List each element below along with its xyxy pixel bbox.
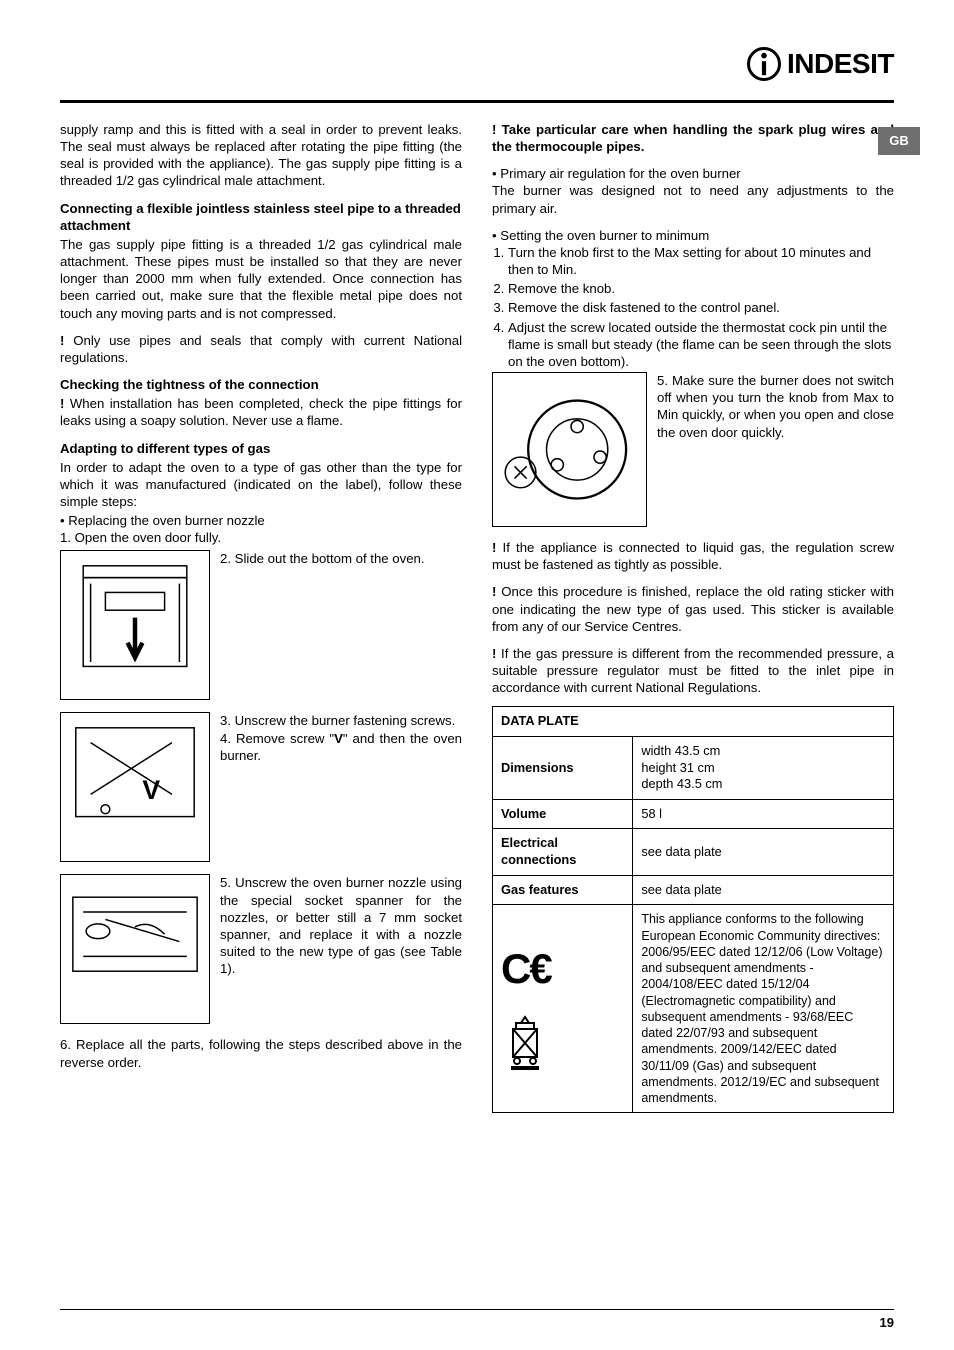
header-rule xyxy=(60,100,894,103)
illustration-block: 5. Make sure the burner does not switch … xyxy=(492,372,894,527)
warning-paragraph: ! If the appliance is connected to liqui… xyxy=(492,539,894,573)
illustration-block: 5. Unscrew the oven burner nozzle using … xyxy=(60,874,462,1024)
warning-heading: ! Take particular care when handling the… xyxy=(492,121,894,155)
table-row-label: Gas features xyxy=(493,875,633,905)
paragraph: In order to adapt the oven to a type of … xyxy=(60,459,462,510)
paragraph: The gas supply pipe fitting is a threade… xyxy=(60,236,462,322)
page-number: 19 xyxy=(880,1315,894,1332)
brand-name: INDESIT xyxy=(787,46,894,82)
compliance-text: This appliance conforms to the following… xyxy=(633,905,894,1113)
language-tab: GB xyxy=(878,127,920,155)
bullet-list: Primary air regulation for the oven burn… xyxy=(492,165,894,182)
oven-door-illustration xyxy=(60,550,210,700)
left-column: supply ramp and this is fitted with a se… xyxy=(60,121,462,1113)
data-plate-table: DATA PLATE Dimensions width 43.5 cm heig… xyxy=(492,706,894,1113)
paragraph: The burner was designed not to need any … xyxy=(492,182,894,216)
list-item: Adjust the screw located outside the the… xyxy=(508,319,894,370)
bullet-list: Replacing the oven burner nozzle xyxy=(60,512,462,529)
burner-screws-illustration: V xyxy=(60,712,210,862)
brand-logo: INDESIT xyxy=(747,46,894,82)
warning-paragraph: ! If the gas pressure is different from … xyxy=(492,645,894,696)
illustration-block: 2. Slide out the bottom of the oven. xyxy=(60,550,462,700)
illustration-block: V 3. Unscrew the burner fastening screws… xyxy=(60,712,462,862)
step-text: 1. Open the oven door fully. xyxy=(60,529,462,546)
warning-paragraph: ! Only use pipes and seals that comply w… xyxy=(60,332,462,366)
table-row-label: Dimensions xyxy=(493,736,633,799)
ce-mark-cell: C€ xyxy=(493,905,633,1113)
content-columns: supply ramp and this is fitted with a se… xyxy=(60,121,894,1113)
table-row-label: Volume xyxy=(493,799,633,829)
table-row-value: width 43.5 cm height 31 cm depth 43.5 cm xyxy=(633,736,894,799)
nozzle-illustration xyxy=(60,874,210,1024)
section-heading: Connecting a flexible jointless stainles… xyxy=(60,200,462,234)
table-row-value: see data plate xyxy=(633,829,894,875)
warning-paragraph: ! Once this procedure is finished, repla… xyxy=(492,583,894,634)
table-row-label: Electrical connections xyxy=(493,829,633,875)
table-row-value: see data plate xyxy=(633,875,894,905)
table-row-value: 58 l xyxy=(633,799,894,829)
footer-rule xyxy=(60,1309,894,1310)
thermostat-illustration xyxy=(492,372,647,527)
right-column: ! Take particular care when handling the… xyxy=(492,121,894,1113)
list-item: Remove the disk fastened to the control … xyxy=(508,299,894,316)
list-item: Remove the knob. xyxy=(508,280,894,297)
weee-icon xyxy=(501,1011,549,1071)
step-text: 5. Make sure the burner does not switch … xyxy=(657,372,894,441)
table-title: DATA PLATE xyxy=(493,707,894,737)
section-heading: Adapting to different types of gas xyxy=(60,440,462,457)
paragraph: ! When installation has been completed, … xyxy=(60,395,462,429)
bullet-list: Setting the oven burner to minimum xyxy=(492,227,894,244)
section-heading: Checking the tightness of the connection xyxy=(60,376,462,393)
step-text: 6. Replace all the parts, following the … xyxy=(60,1036,462,1070)
ce-mark-icon: C€ xyxy=(501,942,624,997)
step-text: 3. Unscrew the burner fastening screws. … xyxy=(220,712,462,763)
step-text: 5. Unscrew the oven burner nozzle using … xyxy=(220,874,462,977)
paragraph: supply ramp and this is fitted with a se… xyxy=(60,121,462,190)
list-item: Turn the knob first to the Max setting f… xyxy=(508,244,894,278)
step-text: 2. Slide out the bottom of the oven. xyxy=(220,550,462,567)
ordered-steps: Turn the knob first to the Max setting f… xyxy=(492,244,894,370)
svg-text:V: V xyxy=(142,775,160,805)
